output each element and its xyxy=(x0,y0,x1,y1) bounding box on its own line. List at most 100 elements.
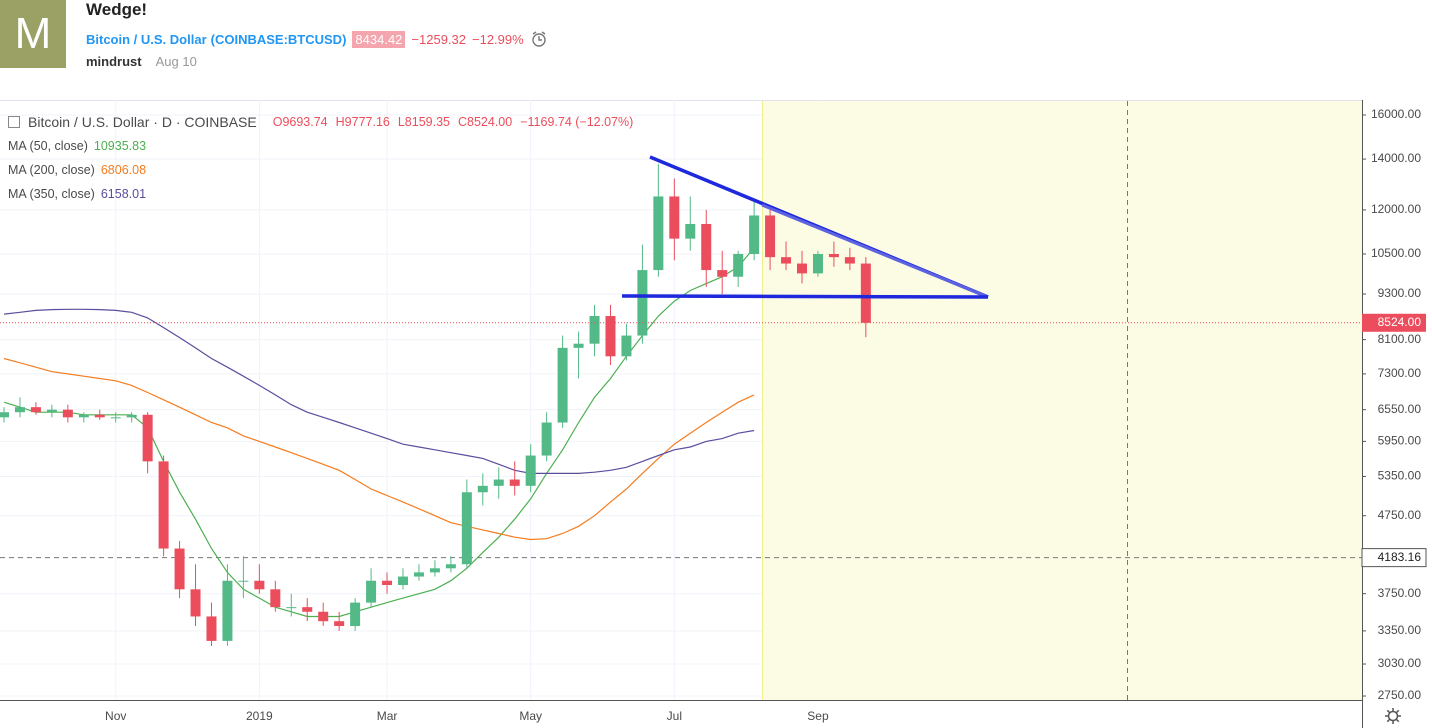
y-tick-label: 2750.00 xyxy=(1378,688,1422,702)
legend-ohlc-value: C8524.00 xyxy=(458,115,513,129)
y-tick-label: 7300.00 xyxy=(1378,366,1422,380)
last-price-label: 8524.00 xyxy=(1378,315,1422,329)
candle-body xyxy=(46,409,57,413)
candle-body xyxy=(30,407,41,413)
candle-body xyxy=(110,417,121,419)
y-tick-label: 6550.00 xyxy=(1378,402,1422,416)
x-tick-label: May xyxy=(519,709,542,723)
candle-body xyxy=(445,564,456,569)
candle-body xyxy=(685,223,696,239)
legend-ma: MA (50, close) 10935.83 MA (200, close) 680… xyxy=(8,134,633,206)
candle-body xyxy=(701,223,712,271)
legend-value: 6806.08 xyxy=(100,163,147,177)
price-change-pct: −12.99% xyxy=(472,31,524,47)
candle-body xyxy=(174,548,185,590)
candle-body xyxy=(14,407,25,413)
axes: 16000.00 14000.00 12000.00 10500.00 9300.00 8… xyxy=(105,107,1427,723)
candle-body xyxy=(286,607,297,609)
y-tick-label: 3350.00 xyxy=(1378,623,1422,637)
symbol-row: Bitcoin / U.S. Dollar (COINBASE:BTCUSD) … xyxy=(86,29,550,49)
symbol-code[interactable]: (COINBASE:BTCUSD) xyxy=(210,31,347,47)
legend-ohlc: O9693.74 H9777.16 L8159.35 C8524.00 −1169.74… xyxy=(273,115,634,129)
legend: Bitcoin / U.S. Dollar · D · COINBASE O96… xyxy=(8,110,633,206)
candle-body xyxy=(541,422,552,456)
candle-body xyxy=(350,602,361,627)
legend-title: Bitcoin / U.S. Dollar · D · COINBASE xyxy=(28,114,257,130)
legend-value: 10935.83 xyxy=(93,139,147,153)
candle-body xyxy=(190,589,201,617)
publish-date: Aug 10 xyxy=(155,53,197,69)
y-tick-label: 8100.00 xyxy=(1378,332,1422,346)
candle-body xyxy=(78,414,89,418)
candle-body xyxy=(206,616,217,641)
candle-body xyxy=(461,492,472,565)
x-tick-label: Jul xyxy=(667,709,682,723)
candle-body xyxy=(382,580,393,586)
y-tick-label: 14000.00 xyxy=(1371,151,1421,165)
candle-body xyxy=(525,455,536,486)
candle-body xyxy=(797,263,807,274)
ma-line xyxy=(3,357,755,541)
candle-body xyxy=(637,270,648,336)
legend-entry: MA (200, close) 6806.08 xyxy=(8,158,633,182)
y-tick-label: 5350.00 xyxy=(1378,469,1422,483)
candle-body xyxy=(62,409,73,418)
price-line-label-bg xyxy=(1361,548,1427,568)
candle-body xyxy=(477,485,488,493)
candle-body xyxy=(142,414,153,462)
candle-body xyxy=(334,621,345,627)
candle-body xyxy=(749,215,760,254)
y-tick-label: 16000.00 xyxy=(1371,107,1421,121)
candle-body xyxy=(366,580,377,603)
candle-body xyxy=(222,580,233,641)
wedge-support-line xyxy=(621,294,989,299)
candle-body xyxy=(573,343,584,348)
last-price-label-bg xyxy=(1362,313,1426,332)
candle-body xyxy=(0,412,9,418)
x-tick-label: Nov xyxy=(105,709,126,723)
candle-body xyxy=(398,576,408,586)
legend-ohlc-value: O9693.74 xyxy=(272,115,328,129)
candle-body xyxy=(605,316,616,357)
avatar: M xyxy=(0,0,66,68)
candle-body xyxy=(318,611,329,622)
candle-body xyxy=(509,479,520,486)
candle-body xyxy=(589,316,600,344)
date-range-shade xyxy=(762,101,1362,700)
candle-body xyxy=(429,568,440,573)
candle-body xyxy=(621,335,632,357)
price-change: −1259.32 xyxy=(411,31,466,47)
settings-icon[interactable] xyxy=(1385,708,1401,724)
candle-body xyxy=(94,414,105,418)
price-line-label: 4183.16 xyxy=(1378,550,1422,564)
legend-ohlc-value: H9777.16 xyxy=(335,115,390,129)
candle-body xyxy=(126,414,137,418)
legend-ohlc-value: −1169.74 (−12.07%) xyxy=(520,115,634,129)
y-tick-label: 12000.00 xyxy=(1371,202,1421,216)
candle-body xyxy=(270,589,281,608)
candle-body xyxy=(653,196,664,271)
x-tick-label: Sep xyxy=(807,709,829,723)
y-tick-label: 9300.00 xyxy=(1378,286,1422,300)
author-row: mindrust Aug 10 xyxy=(86,52,197,70)
candle-body xyxy=(254,580,265,590)
legend-main: Bitcoin / U.S. Dollar · D · COINBASE O96… xyxy=(8,110,633,134)
legend-entry: MA (350, close) 6158.01 xyxy=(8,182,633,206)
idea-title: Wedge! xyxy=(86,0,148,19)
collapse-icon[interactable] xyxy=(8,116,20,128)
candle-body xyxy=(413,572,424,577)
alert-icon[interactable] xyxy=(530,30,550,48)
candle-body xyxy=(781,257,792,264)
author[interactable]: mindrust xyxy=(86,53,142,69)
price: 8434.42 xyxy=(352,30,406,48)
ma-line xyxy=(3,308,755,474)
legend-name: MA (200, close) xyxy=(8,163,95,177)
candle-body xyxy=(733,253,744,277)
candle-body xyxy=(765,215,776,258)
legend-name: MA (350, close) xyxy=(8,187,95,201)
symbol-name[interactable]: Bitcoin / U.S. Dollar xyxy=(86,31,207,47)
candle-body xyxy=(812,253,823,274)
legend-value: 6158.01 xyxy=(100,187,147,201)
